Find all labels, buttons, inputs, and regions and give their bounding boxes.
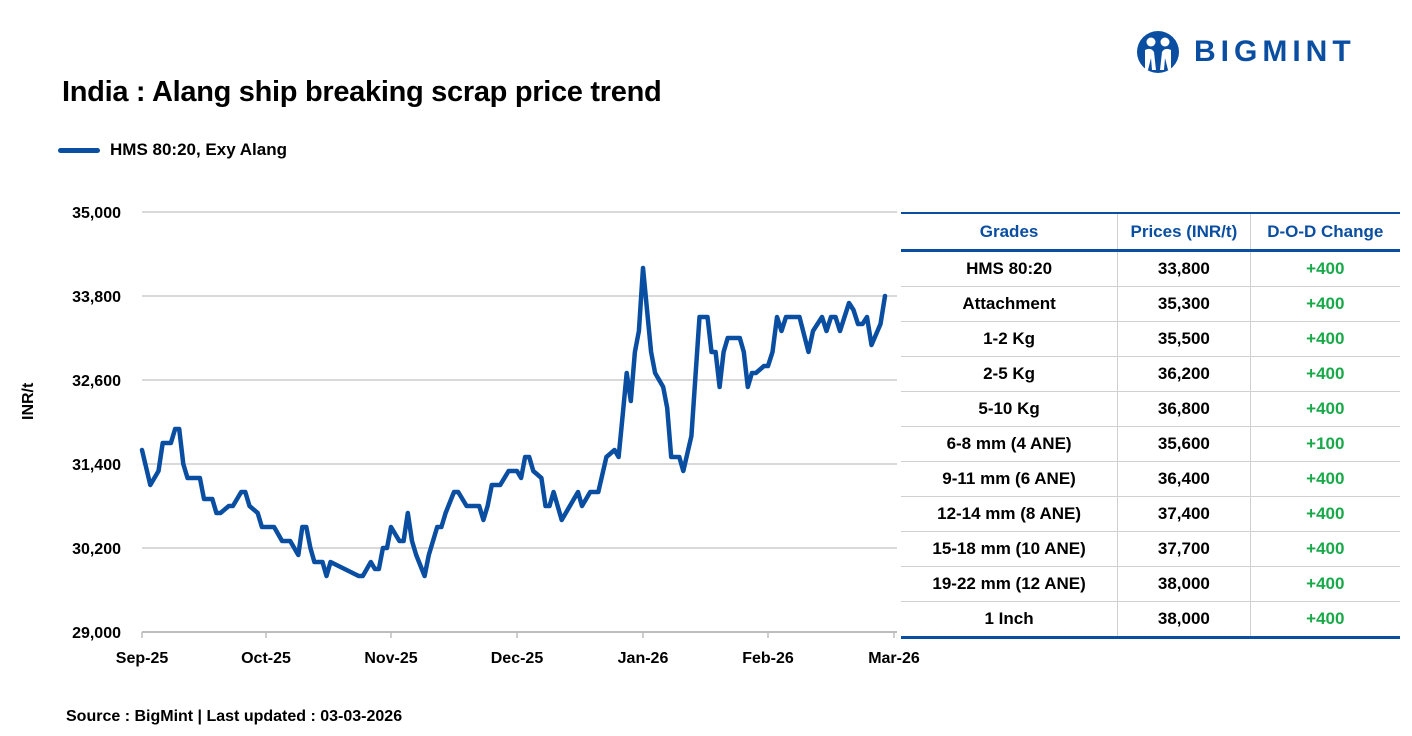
table-row: 1 Inch 38,000 +400 bbox=[901, 601, 1400, 639]
table-row: 2-5 Kg 36,200 +400 bbox=[901, 356, 1400, 392]
grade-cell: 12-14 mm (8 ANE) bbox=[901, 496, 1118, 532]
table-row: 5-10 Kg 36,800 +400 bbox=[901, 391, 1400, 427]
price-table: Grades Prices (INR/t) D-O-D Change HMS 80:… bbox=[901, 212, 1400, 639]
x-tick-label: Feb-26 bbox=[742, 650, 794, 667]
price-cell: 38,000 bbox=[1117, 601, 1251, 639]
grade-cell: 15-18 mm (10 ANE) bbox=[901, 531, 1118, 567]
change-cell: +400 bbox=[1249, 321, 1400, 357]
legend-label: HMS 80:20, Exy Alang bbox=[110, 140, 287, 159]
change-cell: +400 bbox=[1249, 391, 1400, 427]
x-tick-label: Mar-26 bbox=[868, 650, 920, 667]
column-header: Prices (INR/t) bbox=[1117, 212, 1251, 252]
logo-people-icon bbox=[1137, 31, 1179, 73]
bigmint-logo: BIGMINT bbox=[1136, 30, 1356, 74]
change-cell: +400 bbox=[1249, 531, 1400, 567]
grade-cell: HMS 80:20 bbox=[901, 250, 1118, 287]
x-tick-label: Jan-26 bbox=[618, 650, 669, 667]
grade-cell: 6-8 mm (4 ANE) bbox=[901, 426, 1118, 462]
x-tick-label: Dec-25 bbox=[491, 650, 544, 667]
price-cell: 36,200 bbox=[1117, 356, 1251, 392]
grade-cell: 1 Inch bbox=[901, 601, 1118, 639]
grade-cell: 19-22 mm (12 ANE) bbox=[901, 566, 1118, 602]
price-cell: 33,800 bbox=[1117, 250, 1251, 287]
table-row: 12-14 mm (8 ANE) 37,400 +400 bbox=[901, 496, 1400, 532]
legend: HMS 80:20, Exy Alang bbox=[58, 140, 287, 160]
change-cell: +400 bbox=[1249, 461, 1400, 497]
grade-cell: Attachment bbox=[901, 286, 1118, 322]
x-tick-label: Nov-25 bbox=[364, 650, 417, 667]
y-tick-label: 32,600 bbox=[72, 373, 121, 390]
legend-swatch bbox=[58, 147, 100, 153]
price-cell: 35,300 bbox=[1117, 286, 1251, 322]
x-tick-label: Oct-25 bbox=[241, 650, 291, 667]
change-cell: +100 bbox=[1249, 426, 1400, 462]
change-cell: +400 bbox=[1249, 286, 1400, 322]
y-tick-label: 31,400 bbox=[72, 457, 121, 474]
column-header: D-O-D Change bbox=[1249, 212, 1400, 252]
price-cell: 35,500 bbox=[1117, 321, 1251, 357]
change-cell: +400 bbox=[1249, 566, 1400, 602]
table-row: HMS 80:20 33,800 +400 bbox=[901, 250, 1400, 287]
grade-cell: 2-5 Kg bbox=[901, 356, 1118, 392]
table-row: Attachment 35,300 +400 bbox=[901, 286, 1400, 322]
price-cell: 37,400 bbox=[1117, 496, 1251, 532]
price-cell: 38,000 bbox=[1117, 566, 1251, 602]
y-tick-label: 35,000 bbox=[72, 205, 121, 222]
source-note: Source : BigMint | Last updated : 03-03-… bbox=[66, 708, 403, 725]
grade-cell: 1-2 Kg bbox=[901, 321, 1118, 357]
change-cell: +400 bbox=[1249, 356, 1400, 392]
table-row: 6-8 mm (4 ANE) 35,600 +100 bbox=[901, 426, 1400, 462]
table-row: 19-22 mm (12 ANE) 38,000 +400 bbox=[901, 566, 1400, 602]
y-tick-label: 29,000 bbox=[72, 625, 121, 642]
price-cell: 37,700 bbox=[1117, 531, 1251, 567]
price-cell: 36,800 bbox=[1117, 391, 1251, 427]
price-cell: 35,600 bbox=[1117, 426, 1251, 462]
y-axis-label: INR/t bbox=[20, 382, 37, 420]
table-row: 1-2 Kg 35,500 +400 bbox=[901, 321, 1400, 357]
change-cell: +400 bbox=[1249, 496, 1400, 532]
grade-cell: 5-10 Kg bbox=[901, 391, 1118, 427]
table-row: 15-18 mm (10 ANE) 37,700 +400 bbox=[901, 531, 1400, 567]
grade-cell: 9-11 mm (6 ANE) bbox=[901, 461, 1118, 497]
table-row: 9-11 mm (6 ANE) 36,400 +400 bbox=[901, 461, 1400, 497]
x-tick-label: Sep-25 bbox=[116, 650, 169, 667]
change-cell: +400 bbox=[1249, 250, 1400, 287]
table-header-row: Grades Prices (INR/t) D-O-D Change bbox=[901, 212, 1400, 252]
y-tick-label: 30,200 bbox=[72, 541, 121, 558]
column-header: Grades bbox=[901, 212, 1118, 252]
series-line-hms-80-20 bbox=[139, 265, 888, 579]
logo-wordmark: BIGMINT bbox=[1194, 35, 1356, 68]
change-cell: +400 bbox=[1249, 601, 1400, 639]
price-cell: 36,400 bbox=[1117, 461, 1251, 497]
y-tick-label: 33,800 bbox=[72, 289, 121, 306]
chart-title: India : Alang ship breaking scrap price … bbox=[62, 76, 662, 108]
